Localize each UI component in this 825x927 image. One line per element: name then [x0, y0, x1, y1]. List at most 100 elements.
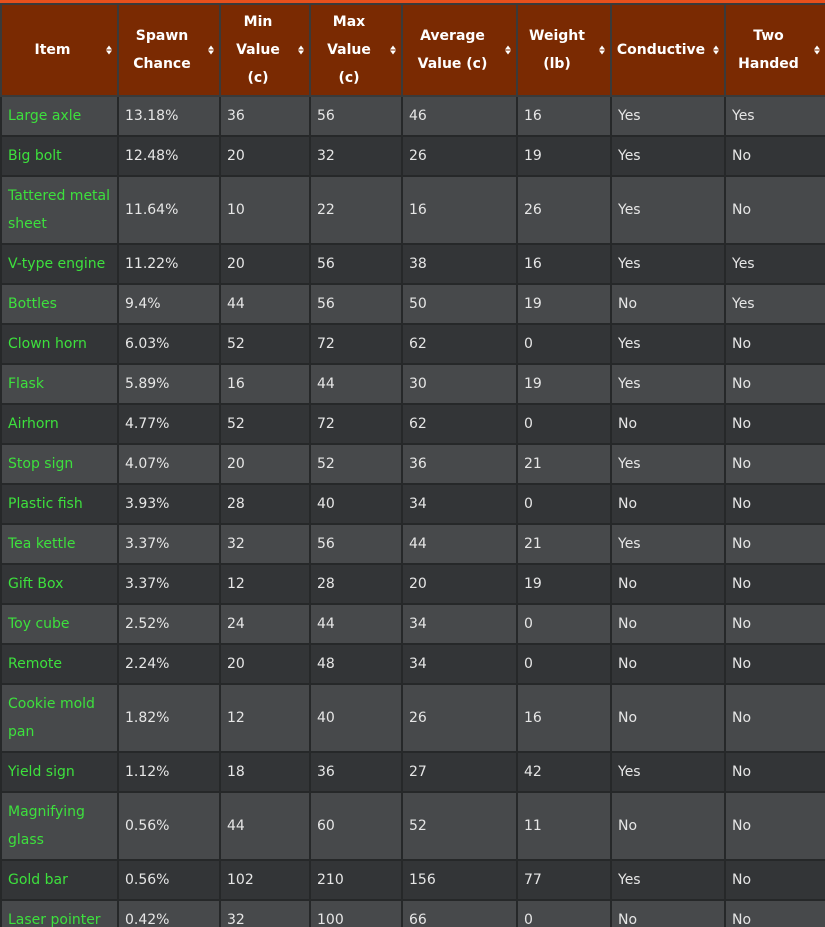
table-header-row: Item Spawn Chance Min Value (c) Max Value (c) Ave… — [0, 3, 825, 97]
cell-average-value: 38 — [401, 243, 518, 285]
cell-item-name[interactable]: Big bolt — [0, 135, 119, 177]
cell-max-value: 56 — [309, 243, 403, 285]
cell-weight: 11 — [516, 791, 612, 861]
cell-spawn-chance: 1.12% — [117, 751, 221, 793]
cell-item-name[interactable]: Flask — [0, 363, 119, 405]
table-row: Tea kettle 3.37% 32 56 44 21 Yes No — [0, 523, 825, 565]
table-row: Clown horn 6.03% 52 72 62 0 Yes No — [0, 323, 825, 365]
cell-spawn-chance: 3.37% — [117, 563, 221, 605]
sort-arrows-icon[interactable] — [208, 45, 214, 55]
cell-conductive: No — [610, 899, 726, 927]
cell-weight: 19 — [516, 283, 612, 325]
cell-max-value: 60 — [309, 791, 403, 861]
cell-average-value: 62 — [401, 323, 518, 365]
sort-arrows-icon[interactable] — [713, 45, 719, 55]
cell-item-name[interactable]: Bottles — [0, 283, 119, 325]
cell-max-value: 72 — [309, 323, 403, 365]
cell-min-value: 20 — [219, 243, 311, 285]
cell-spawn-chance: 11.64% — [117, 175, 221, 245]
cell-item-name[interactable]: Plastic fish — [0, 483, 119, 525]
cell-item-name[interactable]: Yield sign — [0, 751, 119, 793]
table-row: Gift Box 3.37% 12 28 20 19 No No — [0, 563, 825, 605]
cell-conductive: Yes — [610, 751, 726, 793]
cell-item-name[interactable]: Magnifying glass — [0, 791, 119, 861]
cell-item-name[interactable]: Stop sign — [0, 443, 119, 485]
column-header-average-value[interactable]: Average Value (c) — [401, 3, 518, 97]
cell-two-handed: No — [724, 135, 825, 177]
cell-item-name[interactable]: Gift Box — [0, 563, 119, 605]
cell-average-value: 66 — [401, 899, 518, 927]
column-header-max-value[interactable]: Max Value (c) — [309, 3, 403, 97]
column-header-label: Max — [332, 14, 366, 30]
column-header-label: Two — [753, 28, 784, 44]
cell-average-value: 34 — [401, 603, 518, 645]
cell-item-name[interactable]: Toy cube — [0, 603, 119, 645]
cell-max-value: 28 — [309, 563, 403, 605]
column-header-two-handed[interactable]: Two Handed — [724, 3, 825, 97]
cell-max-value: 44 — [309, 603, 403, 645]
cell-min-value: 16 — [219, 363, 311, 405]
cell-average-value: 34 — [401, 643, 518, 685]
cell-conductive: Yes — [610, 175, 726, 245]
column-header-weight[interactable]: Weight (lb) — [516, 3, 612, 97]
cell-item-name[interactable]: Tattered metal sheet — [0, 175, 119, 245]
cell-average-value: 36 — [401, 443, 518, 485]
sort-arrows-icon[interactable] — [505, 45, 511, 55]
table-row: Large axle 13.18% 36 56 46 16 Yes Yes — [0, 95, 825, 137]
cell-item-name[interactable]: Gold bar — [0, 859, 119, 901]
cell-two-handed: No — [724, 683, 825, 753]
sort-arrows-icon[interactable] — [599, 45, 605, 55]
sort-arrows-icon[interactable] — [814, 45, 820, 55]
cell-two-handed: No — [724, 643, 825, 685]
cell-item-name[interactable]: Laser pointer — [0, 899, 119, 927]
cell-weight: 21 — [516, 443, 612, 485]
sort-arrows-icon[interactable] — [390, 45, 396, 55]
cell-spawn-chance: 1.82% — [117, 683, 221, 753]
cell-conductive: Yes — [610, 323, 726, 365]
cell-weight: 21 — [516, 523, 612, 565]
column-header-spawn-chance[interactable]: Spawn Chance — [117, 3, 221, 97]
cell-weight: 0 — [516, 323, 612, 365]
cell-min-value: 24 — [219, 603, 311, 645]
column-header-label: Value — [327, 42, 371, 58]
cell-item-name[interactable]: Airhorn — [0, 403, 119, 445]
cell-item-name[interactable]: Remote — [0, 643, 119, 685]
cell-two-handed: Yes — [724, 95, 825, 137]
cell-weight: 77 — [516, 859, 612, 901]
cell-item-name[interactable]: Tea kettle — [0, 523, 119, 565]
cell-min-value: 20 — [219, 643, 311, 685]
cell-spawn-chance: 6.03% — [117, 323, 221, 365]
cell-two-handed: No — [724, 443, 825, 485]
sort-arrows-icon[interactable] — [106, 45, 112, 55]
cell-spawn-chance: 11.22% — [117, 243, 221, 285]
cell-min-value: 102 — [219, 859, 311, 901]
cell-average-value: 27 — [401, 751, 518, 793]
cell-min-value: 20 — [219, 443, 311, 485]
cell-item-name[interactable]: Cookie mold pan — [0, 683, 119, 753]
sort-arrows-icon[interactable] — [298, 45, 304, 55]
column-header-label: (lb) — [543, 56, 571, 72]
column-header-item[interactable]: Item — [0, 3, 119, 97]
column-header-label: Weight — [529, 28, 585, 44]
column-header-min-value[interactable]: Min Value (c) — [219, 3, 311, 97]
cell-weight: 19 — [516, 563, 612, 605]
cell-conductive: No — [610, 283, 726, 325]
cell-max-value: 40 — [309, 683, 403, 753]
cell-two-handed: No — [724, 603, 825, 645]
cell-average-value: 30 — [401, 363, 518, 405]
cell-item-name[interactable]: V-type engine — [0, 243, 119, 285]
column-header-label: Min — [243, 14, 273, 30]
cell-conductive: No — [610, 603, 726, 645]
column-header-conductive[interactable]: Conductive — [610, 3, 726, 97]
cell-conductive: Yes — [610, 443, 726, 485]
table-row: Tattered metal sheet 11.64% 10 22 16 26 Yes No — [0, 175, 825, 245]
cell-item-name[interactable]: Large axle — [0, 95, 119, 137]
cell-item-name[interactable]: Clown horn — [0, 323, 119, 365]
cell-two-handed: No — [724, 483, 825, 525]
cell-spawn-chance: 2.24% — [117, 643, 221, 685]
cell-max-value: 32 — [309, 135, 403, 177]
cell-spawn-chance: 3.93% — [117, 483, 221, 525]
cell-max-value: 72 — [309, 403, 403, 445]
cell-two-handed: No — [724, 859, 825, 901]
cell-spawn-chance: 0.56% — [117, 791, 221, 861]
